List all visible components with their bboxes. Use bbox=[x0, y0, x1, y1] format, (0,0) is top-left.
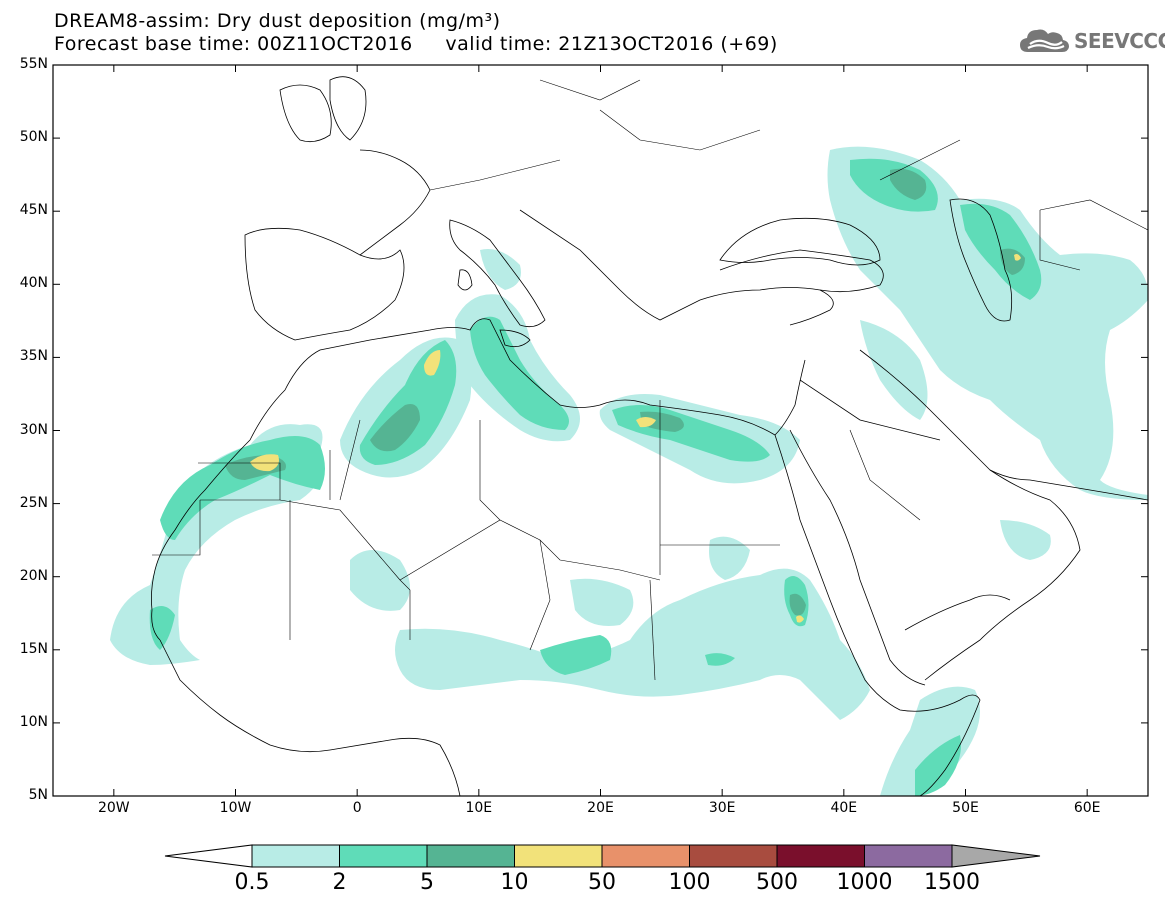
colorbar-label: 50 bbox=[588, 870, 616, 895]
country-borders bbox=[152, 79, 1148, 681]
lat-tick-label: 5N bbox=[28, 787, 48, 803]
seevccc-logo: SEEVCCC bbox=[1018, 26, 1165, 56]
map-title: DREAM8-assim: Dry dust deposition (mg/m³… bbox=[54, 10, 501, 32]
colorbar-min-triangle bbox=[164, 844, 253, 868]
lat-tick-label: 40N bbox=[19, 275, 48, 292]
colorbar-swatch bbox=[776, 844, 865, 868]
colorbar-swatch bbox=[689, 844, 778, 868]
colorbar-max-triangle bbox=[951, 844, 1041, 868]
colorbar-swatch bbox=[601, 844, 690, 868]
coastlines bbox=[151, 76, 1148, 796]
lat-tick-label: 30N bbox=[19, 421, 48, 438]
lat-tick-label: 15N bbox=[19, 640, 48, 657]
lat-tick-label: 55N bbox=[19, 56, 48, 72]
lon-tick-label: 10W bbox=[219, 800, 252, 816]
lon-tick-label: 0 bbox=[352, 800, 362, 816]
colorbar-swatch bbox=[339, 844, 428, 868]
colorbar-swatch bbox=[426, 844, 515, 868]
lon-tick-label: 40E bbox=[830, 800, 858, 816]
lat-tick-label: 25N bbox=[19, 494, 48, 511]
colorbar bbox=[164, 844, 1041, 868]
colorbar-label: 1000 bbox=[836, 870, 893, 895]
lat-tick-label: 45N bbox=[19, 202, 48, 219]
axis-ticks bbox=[53, 64, 1148, 797]
lat-tick-label: 50N bbox=[19, 129, 48, 146]
colorbar-label: 10 bbox=[500, 870, 529, 895]
cloud-icon bbox=[1020, 29, 1069, 52]
lon-tick-label: 10E bbox=[465, 800, 493, 816]
lat-tick-label: 10N bbox=[19, 713, 48, 730]
colorbar-swatch bbox=[864, 844, 953, 868]
logo-text: SEEVCCC bbox=[1074, 29, 1165, 53]
colorbar-swatch bbox=[251, 844, 340, 868]
lat-tick-label: 20N bbox=[19, 567, 48, 584]
lat-tick-label: 35N bbox=[19, 348, 48, 365]
colorbar-label: 2 bbox=[332, 870, 347, 895]
lon-tick-label: 50E bbox=[952, 800, 979, 816]
lon-tick-label: 20E bbox=[587, 800, 614, 816]
lon-tick-label: 20W bbox=[97, 800, 130, 816]
lon-tick-label: 60E bbox=[1073, 800, 1101, 816]
colorbar-label: 0.5 bbox=[234, 870, 270, 895]
map-subtitle-times: Forecast base time: 00Z11OCT2016 valid t… bbox=[54, 33, 778, 55]
colorbar-swatch bbox=[514, 844, 603, 868]
colorbar-label: 1500 bbox=[924, 870, 980, 895]
colorbar-label: 5 bbox=[420, 870, 434, 895]
lon-tick-label: 30E bbox=[708, 800, 736, 816]
colorbar-label: 500 bbox=[756, 870, 798, 895]
colorbar-label: 100 bbox=[668, 870, 711, 895]
